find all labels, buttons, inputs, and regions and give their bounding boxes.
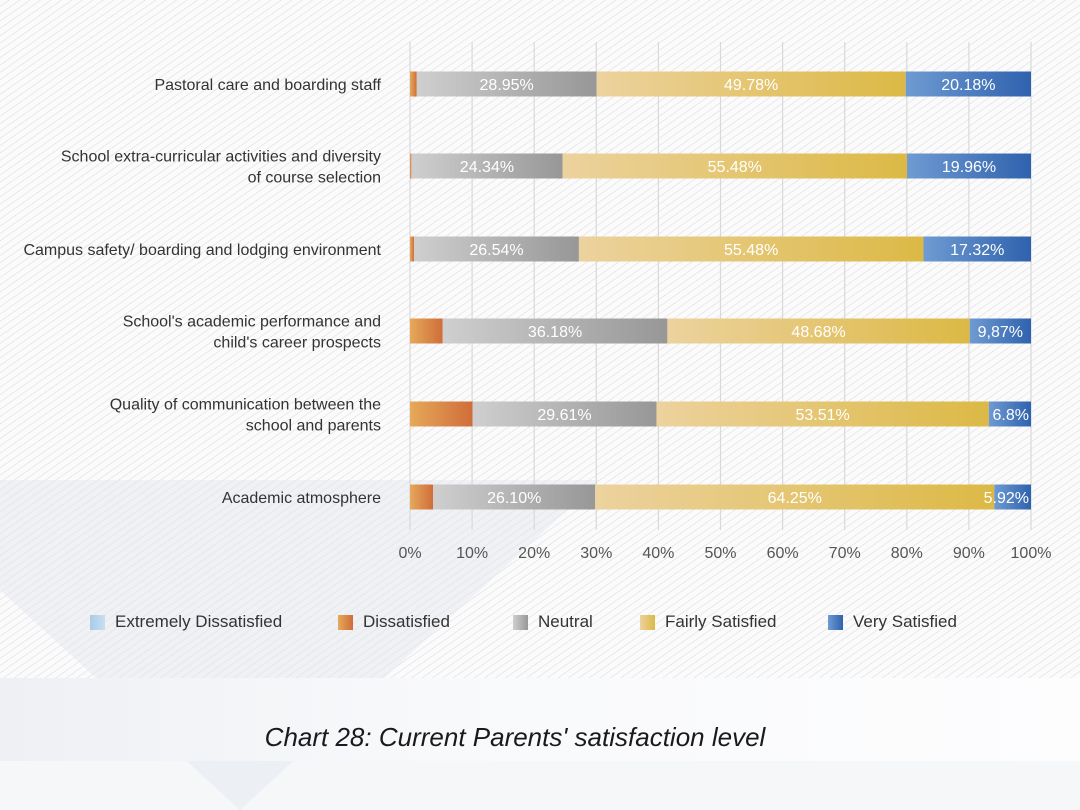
x-tick-label: 70%	[829, 545, 861, 562]
data-label: 5.92%	[984, 490, 1029, 507]
legend-label: Dissatisfied	[363, 612, 450, 631]
bar-segment-neutral	[411, 153, 563, 179]
category-label: Pastoral care and boarding staff	[154, 77, 381, 94]
bar-segment-dissatisfied	[410, 484, 434, 510]
bar-segment-very-satisfied	[988, 401, 1031, 427]
bar-segment-very-satisfied	[907, 153, 1031, 179]
category-label: School extra-curricular activities and d…	[61, 149, 381, 187]
x-tick-label: 30%	[580, 545, 612, 562]
legend-label: Extremely Dissatisfied	[115, 612, 283, 631]
bar-segment-fairly-satisfied	[578, 236, 924, 262]
data-label: 55.48%	[708, 159, 762, 176]
legend-swatch	[338, 614, 353, 630]
data-label: 36.18%	[528, 324, 582, 341]
data-label: 48.68%	[791, 324, 845, 341]
data-label: 9,87%	[978, 324, 1023, 341]
bar-segment-dissatisfied	[410, 318, 443, 344]
bar-segment-very-satisfied	[923, 236, 1031, 262]
x-axis-ticks: 0% 10% 20% 30% 40% 50% 60% 70% 80% 90% 100%	[398, 545, 1051, 562]
bar-segment-very-satisfied	[994, 484, 1031, 510]
bar-segment-fairly-satisfied	[595, 484, 995, 510]
category-labels: Pastoral care and boarding staff School e…	[23, 77, 381, 507]
category-label: Campus safety/ boarding and lodging envi…	[23, 242, 381, 259]
bar-segment-neutral	[414, 236, 579, 262]
x-tick-label: 50%	[704, 545, 736, 562]
data-label: 17.32%	[950, 242, 1004, 259]
bar-segment-dissatisfied	[410, 401, 473, 427]
data-label: 64.25%	[768, 490, 822, 507]
bar-segment-very-satisfied	[905, 71, 1031, 97]
bar-segment-fairly-satisfied	[656, 401, 989, 427]
legend-label: Very Satisfied	[853, 612, 957, 631]
bar-segment-dissatisfied	[410, 153, 412, 179]
data-label: 49.78%	[724, 77, 778, 94]
legend-label: Neutral	[538, 612, 593, 631]
bar-segment-neutral	[416, 71, 597, 97]
data-label: 19.96%	[942, 159, 996, 176]
bar-segment-fairly-satisfied	[667, 318, 970, 344]
x-tick-label: 40%	[642, 545, 674, 562]
caption-band	[0, 678, 1080, 761]
category-label: Quality of communication between the scho…	[110, 397, 381, 435]
x-tick-label: 60%	[767, 545, 799, 562]
category-label: School's academic performance and child's…	[123, 314, 381, 352]
bars: 28.95% 49.78% 20.18% 24.34% 55.48% 19.96% 26.5…	[410, 71, 1031, 510]
data-label: 20.18%	[941, 77, 995, 94]
legend-swatch	[828, 614, 843, 630]
legend-item: Extremely Dissatisfied	[90, 612, 282, 632]
data-label: 6.8%	[993, 407, 1029, 424]
bar-segment-very-satisfied	[969, 318, 1031, 344]
data-label: 26.54%	[469, 242, 523, 259]
gridlines	[409, 42, 1032, 530]
legend-swatch	[513, 614, 528, 630]
data-label: 24.34%	[460, 159, 514, 176]
bar-segment-neutral	[442, 318, 668, 344]
data-label: 55.48%	[724, 242, 778, 259]
stacked-bar-chart: 28.95% 49.78% 20.18% 24.34% 55.48% 19.96% 26.5…	[23, 42, 1051, 562]
legend-item: Neutral	[513, 612, 593, 632]
x-tick-label: 100%	[1011, 545, 1052, 562]
bar-segment-neutral	[472, 401, 657, 427]
bar-segment-fairly-satisfied	[562, 153, 908, 179]
x-tick-label: 0%	[398, 545, 421, 562]
data-label: 29.61%	[537, 407, 591, 424]
legend-item: Dissatisfied	[338, 612, 450, 632]
chart-title: Chart 28: Current Parents' satisfaction …	[264, 722, 766, 752]
bar-segment-neutral	[433, 484, 596, 510]
x-tick-label: 10%	[456, 545, 488, 562]
legend-label: Fairly Satisfied	[665, 612, 777, 631]
bar-segment-fairly-satisfied	[596, 71, 906, 97]
data-label: 53.51%	[795, 407, 849, 424]
legend: Extremely Dissatisfied Dissatisfied Neutra…	[0, 612, 1080, 636]
x-tick-label: 20%	[518, 545, 550, 562]
bar-segment-dissatisfied	[410, 71, 417, 97]
legend-swatch	[640, 614, 655, 630]
legend-swatch	[90, 614, 105, 630]
data-label: 26.10%	[487, 490, 541, 507]
category-label: Academic atmosphere	[222, 490, 381, 507]
bar-segment-dissatisfied	[410, 236, 415, 262]
legend-item: Very Satisfied	[828, 612, 957, 632]
data-label: 28.95%	[480, 77, 534, 94]
x-tick-label: 90%	[953, 545, 985, 562]
x-tick-label: 80%	[891, 545, 923, 562]
legend-item: Fairly Satisfied	[640, 612, 776, 632]
